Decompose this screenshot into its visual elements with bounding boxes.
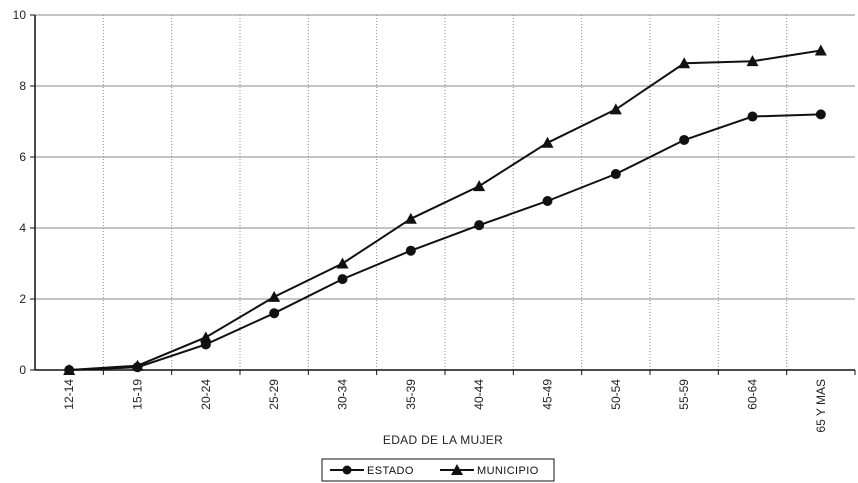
y-tick-labels: 0 2 4 6 8 10 — [13, 8, 35, 377]
data-point-triangle — [404, 212, 417, 224]
data-point-triangle — [131, 359, 144, 371]
series-layer — [63, 44, 827, 375]
data-point-triangle — [609, 103, 622, 115]
x-tick-label: 20-24 — [199, 379, 213, 410]
y-tick-label: 6 — [19, 150, 26, 164]
y-tick-label: 8 — [19, 79, 26, 93]
x-tick-labels: 12-14 15-19 20-24 25-29 30-34 35-39 40-44 45-49… — [62, 370, 856, 433]
legend-marker-circle — [342, 465, 352, 475]
x-axis-title: EDAD DE LA MUJER — [383, 433, 503, 447]
legend-item-estado: ESTADO — [330, 465, 414, 477]
series-municipio — [63, 44, 827, 375]
x-tick-label: 55-59 — [677, 379, 691, 410]
data-point-circle — [337, 274, 348, 285]
data-point-circle — [815, 109, 826, 120]
series-line — [69, 49, 821, 371]
x-tick-label: 50-54 — [609, 379, 623, 410]
legend: ESTADO MUNICIPIO — [321, 458, 555, 482]
data-point-circle — [610, 169, 621, 180]
data-point-triangle — [268, 290, 281, 302]
x-tick-label: 25-29 — [267, 379, 281, 410]
x-tick-label: 40-44 — [472, 379, 486, 410]
y-tick-label: 4 — [19, 221, 26, 235]
x-tick-label: 12-14 — [62, 379, 76, 410]
x-tick-label: 30-34 — [336, 379, 350, 410]
y-tick-label: 2 — [19, 292, 26, 306]
x-tick-label: 45-49 — [541, 379, 555, 410]
series-line — [69, 113, 821, 371]
legend-item-municipio: MUNICIPIO — [440, 464, 539, 477]
x-tick-label: 65 Y MAS — [814, 379, 828, 433]
data-point-triangle — [541, 136, 554, 148]
legend-label: ESTADO — [367, 465, 414, 477]
series-estado — [64, 109, 826, 375]
data-point-triangle — [678, 57, 691, 69]
data-point-triangle — [473, 180, 486, 192]
data-point-circle — [405, 245, 416, 256]
y-tick-label: 10 — [13, 8, 27, 22]
legend-label: MUNICIPIO — [477, 465, 539, 477]
data-point-triangle — [814, 44, 827, 56]
data-point-circle — [474, 220, 485, 231]
grid — [35, 14, 855, 370]
legend-marker-triangle — [451, 464, 463, 475]
data-point-circle — [679, 134, 690, 145]
x-tick-label: 35-39 — [404, 379, 418, 410]
data-point-circle — [747, 111, 758, 122]
data-point-triangle — [63, 364, 76, 375]
data-point-triangle — [746, 55, 759, 67]
legend-box — [321, 458, 555, 482]
x-tick-label: 15-19 — [131, 379, 145, 410]
data-point-circle — [542, 196, 553, 207]
data-point-triangle — [199, 331, 212, 343]
data-point-triangle — [336, 257, 349, 269]
y-tick-label: 0 — [19, 363, 26, 377]
x-tick-label: 60-64 — [746, 379, 760, 410]
data-point-circle — [269, 308, 280, 319]
